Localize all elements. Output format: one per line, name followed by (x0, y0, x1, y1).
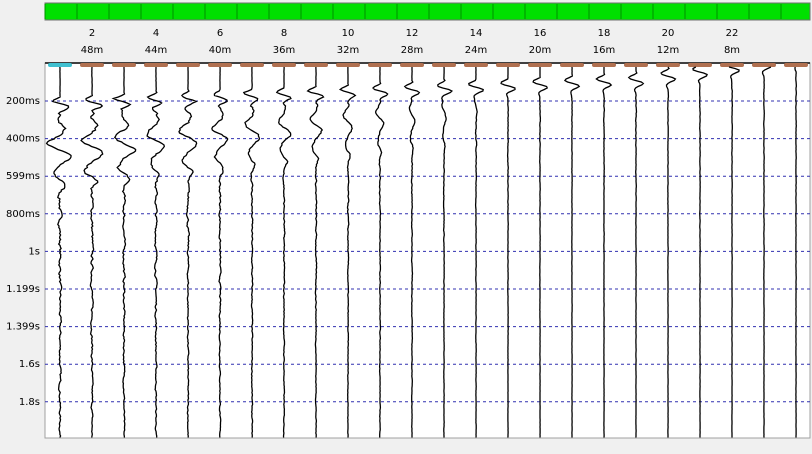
seismic-trace (211, 66, 229, 438)
time-label: 400ms (6, 134, 40, 145)
trace-marker (528, 63, 552, 67)
trace-marker (272, 63, 296, 67)
time-label: 200ms (6, 96, 40, 107)
offset-label: 36m (273, 45, 295, 56)
trace-marker (784, 63, 808, 67)
seismic-trace (242, 66, 261, 438)
time-label: 1.8s (19, 397, 40, 408)
offset-label: 44m (145, 45, 167, 56)
trace-marker (432, 63, 456, 67)
trace-marker (720, 63, 744, 67)
channel-label: 12 (406, 28, 419, 39)
seismic-trace (728, 66, 740, 438)
channel-label: 6 (217, 28, 223, 39)
trace-marker (176, 63, 200, 67)
time-label: 599ms (6, 171, 40, 182)
seismic-trace (532, 67, 549, 438)
seismic-trace (500, 67, 516, 438)
seismic-trace (794, 66, 797, 438)
trace-marker (752, 63, 776, 67)
offset-label: 32m (337, 45, 359, 56)
seismic-trace (436, 66, 454, 438)
seismic-trace (111, 67, 137, 438)
offset-label: 8m (724, 45, 740, 56)
trace-marker (592, 63, 616, 67)
offset-label: 16m (593, 45, 615, 56)
seismic-trace (403, 67, 421, 438)
channel-label: 20 (662, 28, 675, 39)
channel-label: 8 (281, 28, 287, 39)
channel-label: 22 (726, 28, 739, 39)
channel-label: 16 (534, 28, 547, 39)
trace-marker (208, 63, 232, 67)
trace-marker (656, 63, 680, 67)
seismic-trace (275, 67, 292, 438)
trace-marker (336, 63, 360, 67)
seismic-trace (146, 67, 165, 438)
offset-label: 12m (657, 45, 679, 56)
trace-marker (464, 63, 488, 67)
seismic-trace (563, 66, 581, 438)
trace-marker (400, 63, 424, 67)
offset-label: 40m (209, 45, 231, 56)
time-label: 1.399s (6, 322, 40, 333)
trace-marker (304, 63, 328, 67)
time-label: 800ms (6, 209, 40, 220)
seismic-trace (306, 67, 325, 438)
channel-label: 4 (153, 28, 159, 39)
seismic-trace (338, 67, 357, 438)
trace-marker (240, 63, 264, 67)
trace-marker (48, 63, 72, 67)
seismic-trace (595, 67, 613, 438)
progress-bar (44, 2, 811, 21)
trace-marker (112, 63, 136, 67)
seismic-trace (692, 66, 708, 438)
seismic-trace (80, 66, 104, 438)
trace-marker (560, 63, 584, 67)
seismic-trace (45, 66, 72, 438)
trace-marker (496, 63, 520, 67)
trace-marker (624, 63, 648, 67)
time-label: 1.199s (6, 284, 40, 295)
offset-label: 28m (401, 45, 423, 56)
channel-label: 18 (598, 28, 611, 39)
seismic-trace (372, 67, 389, 438)
seismic-trace (468, 67, 484, 438)
offset-label: 24m (465, 45, 487, 56)
seismic-trace (627, 67, 645, 438)
channel-label: 2 (89, 28, 95, 39)
offset-label: 48m (81, 45, 103, 56)
plot-area (44, 62, 811, 439)
trace-marker (368, 63, 392, 67)
trace-marker (688, 63, 712, 67)
seismic-trace (178, 67, 198, 438)
time-label: 1.6s (19, 359, 40, 370)
channel-label: 14 (470, 28, 483, 39)
seismic-trace (761, 66, 772, 438)
trace-marker (144, 63, 168, 67)
offset-label: 20m (529, 45, 551, 56)
trace-marker (80, 63, 104, 67)
time-label: 1s (28, 246, 40, 257)
channel-label: 10 (342, 28, 355, 39)
seismic-trace (660, 66, 677, 438)
